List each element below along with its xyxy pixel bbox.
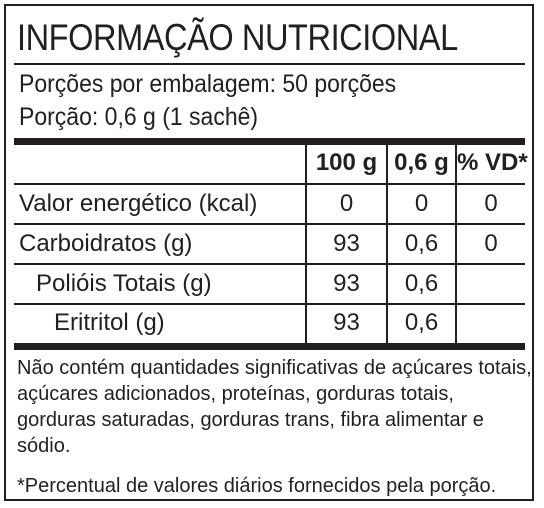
column-divider [386,145,388,343]
title-divider [14,63,525,65]
table-bottom-divider [14,343,525,350]
serving-size: Porção: 0,6 g (1 sachê) [19,103,259,131]
table-row-label: Eritritol (g) [54,309,165,336]
nutrition-table: 100 g 0,6 g % VD* Valor energético (kcal… [14,145,528,343]
table-cell-per-100g: 93 [333,309,360,336]
table-row-label: Carboidratos (g) [19,230,193,257]
nutrition-facts-panel [4,4,534,501]
row-divider [14,303,525,305]
column-divider [305,145,307,343]
header-per-serving: 0,6 g [394,149,449,176]
header-daily-value: % VD* [457,149,528,176]
row-divider [14,183,525,185]
header-per-100g: 100 g [315,149,378,176]
table-cell-per-serving: 0,6 [404,230,439,257]
table-cell-per-serving: 0,6 [404,270,439,297]
table-cell-per-100g: 93 [333,230,360,257]
footnote-daily-value: *Percentual de valores diários fornecido… [17,475,497,497]
servings-per-package: Porções por embalagem: 50 porções [19,70,397,98]
table-cell-daily-value: 0 [484,230,498,257]
table-row-label: Polióis Totais (g) [36,270,212,297]
table-cell-per-100g: 0 [339,190,354,217]
table-cell-per-100g: 93 [333,270,360,297]
table-cell-per-serving: 0 [414,190,429,217]
table-cell-daily-value: 0 [484,190,498,217]
table-row-label: Valor energético (kcal) [19,190,258,217]
panel-title: INFORMAÇÃO NUTRICIONAL [17,17,458,58]
column-divider [455,145,457,343]
table-cell-per-serving: 0,6 [404,309,439,336]
footnote-not-significant: Não contém quantidades significativas de… [17,357,532,457]
row-divider [14,223,525,225]
row-divider [14,263,525,265]
serving-divider [14,138,525,145]
